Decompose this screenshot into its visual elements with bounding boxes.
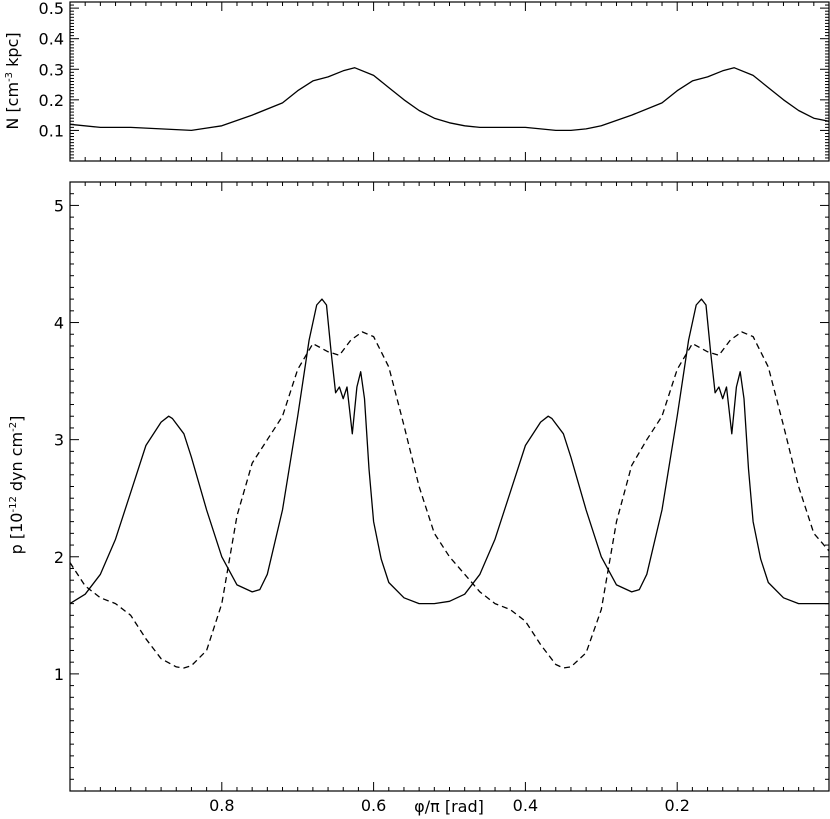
bottom-series-group [69, 298, 830, 669]
bot-x-tick-label: 0.4 [513, 796, 538, 815]
bottom-ylabel-part-0: p [10 [7, 513, 26, 555]
top-ylabel-part-1: -3 [4, 72, 15, 82]
top-y-tick-label: 0.4 [39, 30, 64, 49]
bot-y-tick-label: 2 [54, 548, 64, 567]
bot-y-tick-label: 3 [54, 431, 64, 450]
top-series-solid-line [69, 67, 830, 132]
top-y-tick-labels: 0.1 0.2 0.3 0.4 0.5 [39, 0, 64, 140]
bot-x-tick-label: 0.2 [664, 796, 689, 815]
bottom-ylabel-part-2: dyn cm [7, 432, 26, 496]
top-panel: 0.1 0.2 0.3 0.4 0.5 N [cm-3 kpc] [3, 0, 830, 162]
top-y-axis-title: N [cm-3 kpc] [3, 32, 22, 129]
bot-y-tick-label: 1 [54, 665, 64, 684]
bottom-ylabel-part-1: -12 [8, 496, 19, 512]
top-y-tick-label: 0.3 [39, 60, 64, 79]
top-y-tick-label: 0.1 [39, 121, 64, 140]
bottom-y-axis-title: p [10-12 dyn cm-2] [7, 416, 26, 555]
top-y-tick-label: 0.5 [39, 0, 64, 18]
bottom-x-ticks [69, 182, 830, 791]
bot-series-solid-line [69, 298, 829, 605]
bottom-ylabel-part-4: ] [7, 416, 26, 422]
top-x-ticks [69, 2, 830, 161]
bottom-panel: 0.8 0.6 0.4 0.2 1 2 3 4 5 p [10-12 dyn cm-2] φ/… [7, 181, 830, 816]
bottom-plot-frame [69, 181, 830, 792]
bot-y-tick-label: 4 [54, 314, 64, 333]
bot-y-tick-label: 5 [54, 196, 64, 215]
top-y-ticks [70, 1, 829, 162]
top-ylabel-part-0: N [cm [3, 82, 22, 130]
top-ylabel-part-2: kpc] [3, 32, 22, 72]
bot-series-dashed-line [69, 331, 830, 669]
bot-x-tick-label: 0.8 [209, 796, 234, 815]
top-plot-frame [69, 1, 830, 162]
bottom-x-tick-labels: 0.8 0.6 0.4 0.2 [209, 796, 690, 815]
top-series-group [69, 67, 830, 132]
bottom-y-ticks [70, 181, 829, 792]
bottom-x-axis-title: φ/π [rad] [414, 797, 484, 816]
bottom-y-tick-labels: 1 2 3 4 5 [54, 196, 64, 683]
bottom-ylabel-part-3: -2 [8, 422, 19, 432]
bot-x-tick-label: 0.6 [361, 796, 386, 815]
top-y-tick-label: 0.2 [39, 91, 64, 110]
